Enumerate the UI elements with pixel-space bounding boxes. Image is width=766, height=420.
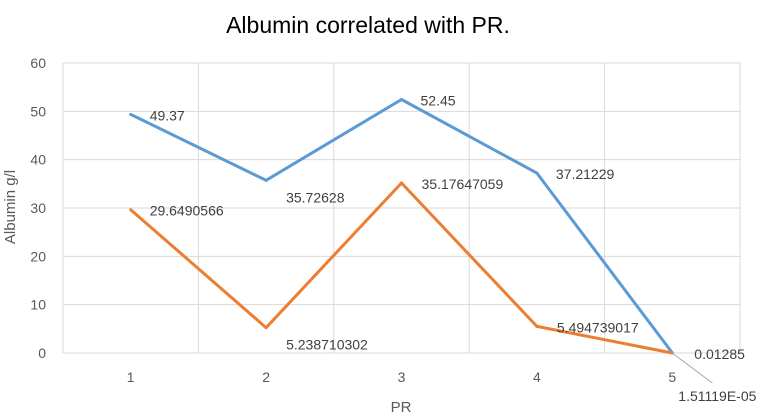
y-tick-label: 40: [30, 152, 46, 168]
series-1-point: [400, 97, 403, 101]
series-1-data-label: 37.21229: [556, 166, 615, 182]
series-2-point: [400, 181, 403, 185]
series-2-data-label: 5.494739017: [557, 319, 639, 335]
axis-ticks: 0 10 20 30 40 50 60 1 2 3 4 5: [30, 55, 676, 385]
series-1-data-label: 0.01285: [694, 346, 745, 362]
series-2-data-label: 29.6490566: [150, 203, 224, 219]
y-tick-label: 60: [30, 55, 46, 71]
y-tick-label: 30: [30, 200, 46, 216]
series-1-data-label: 52.45: [421, 92, 456, 108]
data-labels: 49.37 35.72628 52.45 37.21229 0.01285 29.6490…: [150, 92, 757, 404]
x-tick-label: 5: [668, 369, 676, 385]
x-axis-label: PR: [391, 399, 412, 416]
series-1-data-label: 49.37: [150, 107, 185, 123]
series-1-data-label: 35.72628: [286, 189, 345, 205]
series-2-point: [264, 326, 268, 330]
y-axis-label: Albumin g/l: [2, 170, 19, 244]
series-1-point: [535, 171, 539, 175]
data-label-leader-line: [671, 352, 713, 384]
series-2-data-label: 1.51119E-05: [678, 388, 756, 404]
x-tick-label: 2: [262, 369, 270, 385]
y-tick-label: 50: [30, 103, 46, 119]
chart-title: Albumin correlated with PR.: [226, 12, 510, 38]
x-tick-label: 4: [533, 369, 541, 385]
series-lines: [129, 97, 674, 355]
y-tick-label: 0: [38, 345, 46, 361]
x-tick-label: 3: [398, 369, 406, 385]
series-1-point: [264, 178, 268, 182]
gridlines: [62, 62, 741, 354]
series-2-point: [129, 208, 133, 212]
series-2-data-label: 35.17647059: [422, 176, 504, 192]
y-tick-label: 20: [30, 248, 46, 264]
y-tick-label: 10: [30, 297, 46, 313]
series-1-point: [129, 112, 133, 116]
series-1-line: [130, 98, 674, 354]
x-tick-label: 1: [127, 369, 135, 385]
series-2-data-label: 5.238710302: [286, 337, 368, 353]
series-2-point: [535, 324, 539, 328]
